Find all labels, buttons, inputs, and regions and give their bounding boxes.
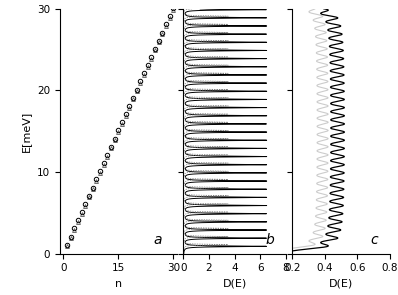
- X-axis label: D(E): D(E): [222, 279, 247, 289]
- X-axis label: n: n: [115, 279, 122, 289]
- Text: a: a: [154, 233, 162, 247]
- Text: b: b: [265, 233, 274, 247]
- Text: c: c: [371, 233, 378, 247]
- X-axis label: D(E): D(E): [329, 279, 353, 289]
- Y-axis label: E[meV]: E[meV]: [21, 111, 31, 152]
